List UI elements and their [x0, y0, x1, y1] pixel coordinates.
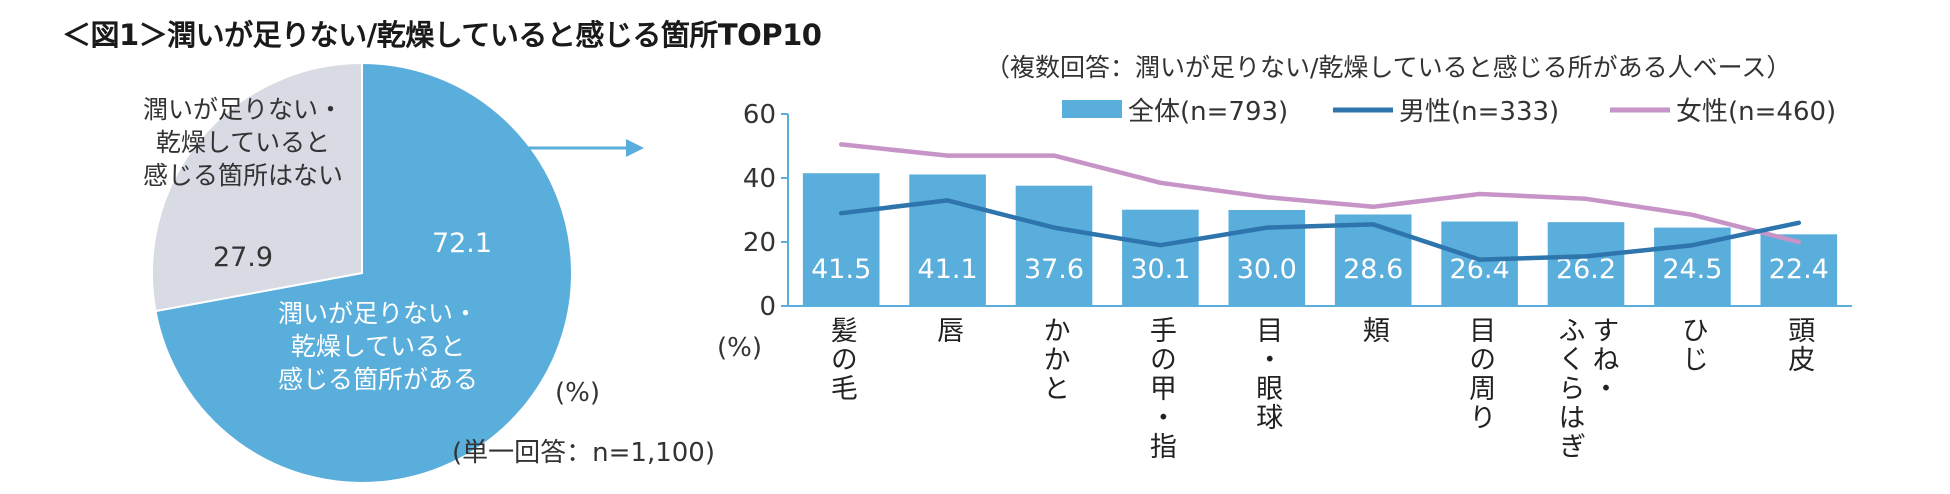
bar [1441, 221, 1518, 306]
pie-unit-label: (%) [555, 378, 600, 408]
bar [1547, 222, 1625, 306]
bar [1334, 214, 1412, 306]
pie-slice-label: 乾燥していると [291, 332, 465, 361]
page-title: ＜図1＞潤いが足りない/乾燥していると感じる箇所TOP10 [62, 18, 822, 52]
pie-slice-label: 感じる箇所がある [278, 365, 478, 394]
x-category-label: かかと [1039, 316, 1070, 403]
x-category-label: 目の周り [1464, 316, 1496, 432]
bar-data-label: 37.6 [1024, 254, 1084, 285]
x-category-label: 目・眼球 [1251, 316, 1283, 432]
pie-value-label: 72.1 [432, 228, 492, 259]
arrow-head [626, 139, 644, 157]
pie-slice-label: 潤いが足りない・ [143, 95, 343, 124]
bar [1760, 234, 1838, 306]
sample-note: （複数回答：潤いが足りない/乾燥していると感じる所がある人ベース） [985, 53, 1792, 82]
bar-data-label: 30.0 [1237, 254, 1297, 285]
y-tick-label: 20 [743, 228, 776, 258]
bar [802, 173, 880, 306]
pie-slice [151, 61, 363, 313]
bar [1122, 209, 1199, 306]
x-category-label: 髪の毛 [826, 316, 858, 403]
pie-slice-label: 乾燥していると [156, 128, 330, 157]
bar-data-label: 22.4 [1769, 254, 1829, 285]
female-series-line [838, 142, 1802, 245]
bar-data-label: 24.5 [1662, 254, 1722, 285]
x-category-label: ひじ [1677, 316, 1708, 374]
legend-label: 全体(n=793) [1128, 97, 1288, 127]
pie-slice-label: 潤いが足りない・ [278, 299, 478, 328]
legend-label: 女性(n=460) [1676, 97, 1836, 127]
y-axis-unit: (%) [717, 333, 762, 363]
x-category-label: 頭皮 [1783, 316, 1815, 374]
bar-data-label: 41.5 [811, 254, 871, 285]
x-category-label: ふくらはぎ [1554, 316, 1585, 461]
y-tick-label: 40 [743, 164, 776, 194]
legend-label: 男性(n=333) [1399, 97, 1559, 127]
x-category-label: すね・ [1588, 316, 1619, 403]
bar-data-label: 28.6 [1343, 254, 1403, 285]
male-series-line [838, 198, 1802, 262]
pie-slice-label: 感じる箇所はない [143, 161, 343, 190]
y-tick-label: 0 [759, 292, 776, 322]
bar-data-label: 41.1 [918, 254, 978, 285]
x-category-label: 唇 [932, 316, 964, 345]
pie-value-label: 27.9 [213, 242, 273, 273]
bar [909, 174, 986, 306]
bar-data-label: 30.1 [1130, 254, 1190, 285]
x-category-label: 手の甲・指 [1145, 316, 1177, 461]
legend-swatch [1062, 100, 1122, 118]
pie-slice [154, 61, 573, 484]
bar [1015, 185, 1093, 306]
y-tick-label: 60 [743, 100, 776, 130]
x-category-label: 頬 [1358, 316, 1390, 345]
pie-sample-note: (単一回答：n=1,100) [452, 438, 715, 468]
